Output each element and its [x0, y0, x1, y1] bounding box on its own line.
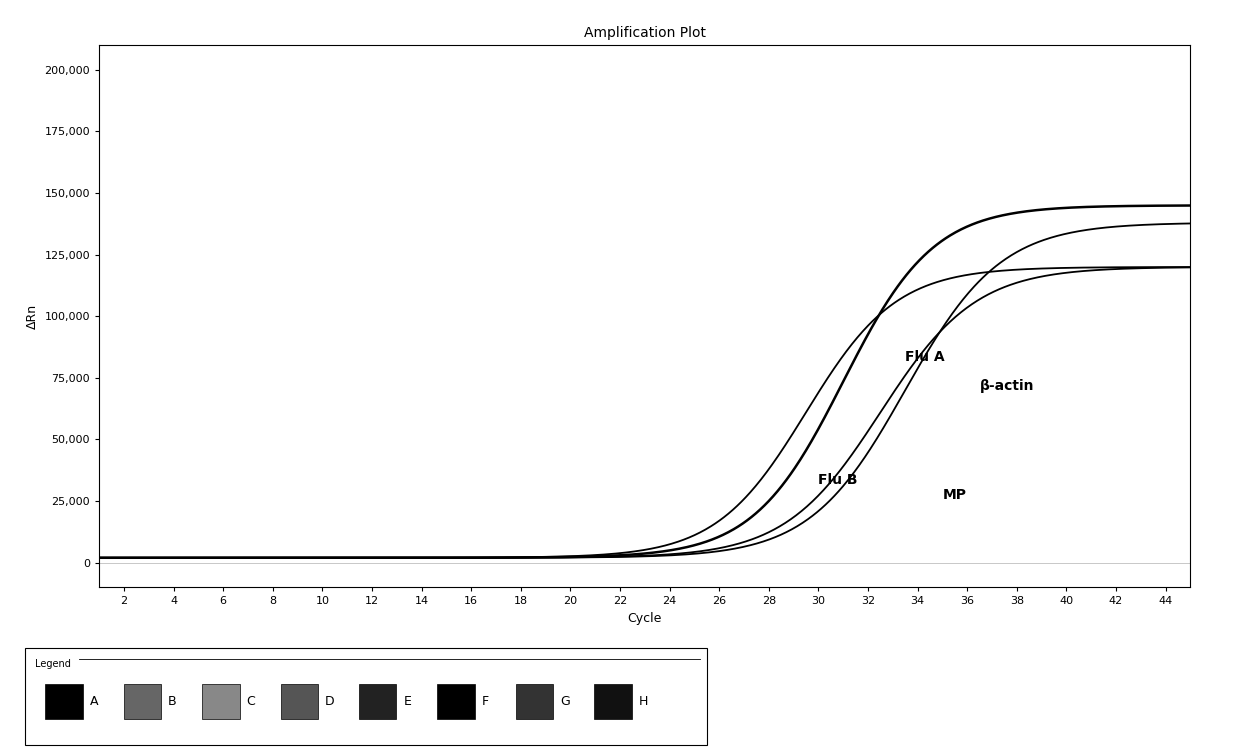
- Bar: [202, 684, 239, 719]
- Bar: [46, 684, 83, 719]
- Text: F: F: [482, 695, 489, 708]
- Text: Legend: Legend: [35, 660, 71, 669]
- Text: Flu A: Flu A: [905, 349, 945, 364]
- Text: MP: MP: [942, 488, 966, 501]
- Bar: [360, 684, 397, 719]
- X-axis label: Cycle: Cycle: [627, 612, 662, 625]
- Title: Amplification Plot: Amplification Plot: [584, 26, 706, 40]
- Bar: [124, 684, 161, 719]
- Y-axis label: ΔRn: ΔRn: [26, 303, 38, 329]
- Text: β-actin: β-actin: [980, 380, 1034, 393]
- Text: G: G: [560, 695, 570, 708]
- Bar: [280, 684, 319, 719]
- Text: H: H: [639, 695, 649, 708]
- Text: D: D: [325, 695, 335, 708]
- Text: Flu B: Flu B: [818, 473, 858, 487]
- Text: B: B: [169, 695, 176, 708]
- Bar: [516, 684, 553, 719]
- Text: C: C: [247, 695, 255, 708]
- Bar: [438, 684, 475, 719]
- Text: A: A: [89, 695, 98, 708]
- Bar: [594, 684, 632, 719]
- Text: E: E: [403, 695, 412, 708]
